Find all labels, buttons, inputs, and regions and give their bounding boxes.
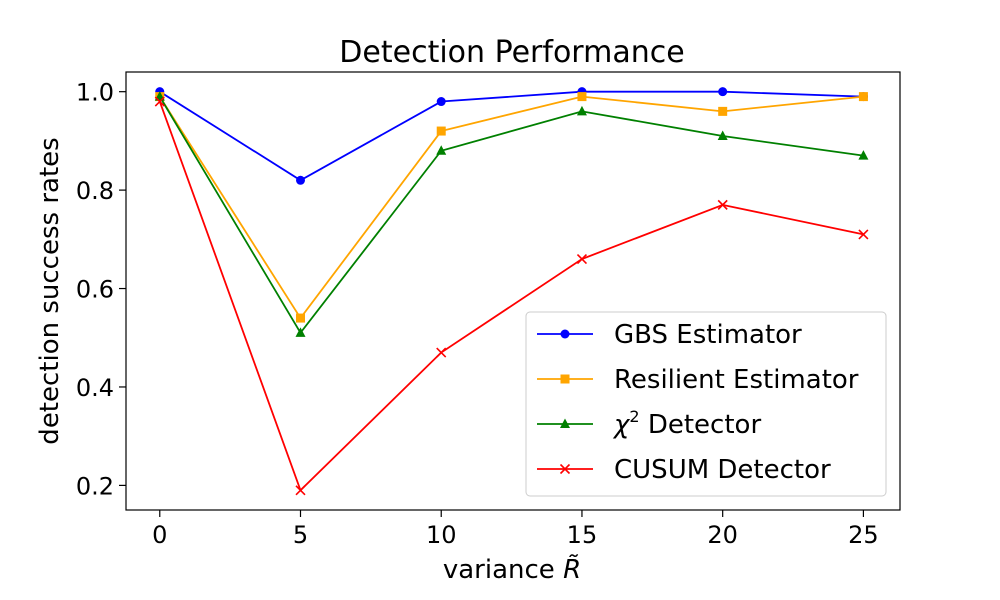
x-tick-label: 5: [293, 521, 308, 549]
data-point-1-4: [718, 106, 728, 116]
data-point-3-0-stroke-b: [154, 96, 165, 107]
data-point-3-2-stroke-b: [436, 347, 447, 358]
x-tick-label: 20: [707, 521, 738, 549]
y-tick-label: 0.2: [76, 472, 114, 500]
data-point-3-0: [154, 96, 165, 107]
series-line-2: [159, 96, 864, 335]
data-point-1-2: [436, 126, 446, 136]
y-tick-label: 0.8: [76, 177, 114, 205]
x-axis-ticks: 0 5 10 15 20 25: [152, 510, 879, 549]
x-axis-label-symbol: R̃: [563, 553, 581, 585]
data-point-2-5: [858, 150, 869, 160]
data-point-2-3: [576, 105, 587, 116]
data-point-3-5: [858, 229, 869, 240]
data-point-3-1: [295, 485, 306, 496]
data-point-2-1: [295, 327, 306, 337]
x-axis-label-text: variance: [443, 555, 555, 585]
series-2: [154, 91, 869, 337]
data-point-0-1: [296, 175, 306, 185]
data-point-3-5-stroke-b: [858, 229, 869, 240]
legend-label-2: χ2 Detector: [612, 407, 761, 440]
legend-label-0: GBS Estimator: [614, 320, 802, 350]
data-point-3-2: [436, 347, 447, 358]
data-point-3-3: [576, 253, 588, 265]
data-point-1-5: [858, 92, 868, 102]
x-tick-label: 10: [426, 521, 457, 549]
series-line-0: [159, 90, 864, 182]
x-tick-label: 25: [848, 521, 879, 549]
data-point-3-4: [717, 199, 728, 210]
legend-name-rest: Detector: [640, 410, 762, 440]
x-tick-label: 15: [567, 521, 598, 549]
data-point-3-4-stroke-b: [717, 199, 728, 210]
series-3: [154, 96, 869, 496]
legend-box: [525, 311, 887, 497]
axes-frame: [125, 71, 901, 511]
chart-title: Detection Performance: [339, 35, 684, 70]
plot-area: 0 5 10 15 20 25 0.2 0.4 0.6 0.8 1.0: [76, 71, 901, 549]
legend-label-1: Resilient Estimator: [614, 365, 859, 395]
data-point-1-1: [296, 313, 306, 323]
series-layer: [154, 87, 869, 496]
legend-marker-3: [559, 463, 571, 475]
legend: GBS Estimator Resilient Estimator χ2 Detec…: [525, 311, 887, 497]
legend-marker-0: [560, 329, 570, 339]
legend-marker-3-stroke-b: [559, 463, 571, 475]
legend-symbol: χ: [612, 410, 631, 440]
y-tick-label: 1.0: [76, 79, 114, 107]
data-point-0-2: [436, 97, 446, 107]
legend-marker-1: [560, 374, 570, 384]
y-axis-ticks: 0.2 0.4 0.6 0.8 1.0: [76, 79, 126, 500]
legend-item-1: Resilient Estimator: [537, 365, 859, 395]
series-0: [155, 87, 868, 185]
x-axis-label: variance R̃: [443, 553, 581, 585]
legend-items: GBS Estimator Resilient Estimator χ2 Detec…: [537, 320, 859, 485]
series-line-3: [158, 101, 864, 492]
legend-item-2: χ2 Detector: [537, 407, 761, 440]
data-point-3-3-stroke-b: [576, 253, 588, 265]
data-point-1-3: [577, 92, 587, 102]
x-tick-label: 0: [152, 521, 167, 549]
series-line-1: [159, 95, 864, 320]
data-point-2-4: [717, 130, 728, 140]
data-point-0-4: [718, 87, 728, 97]
legend-item-0: GBS Estimator: [537, 320, 802, 350]
y-tick-label: 0.4: [76, 374, 114, 402]
data-point-3-1-stroke-b: [295, 485, 306, 496]
y-axis-label: detection success rates: [35, 137, 65, 444]
legend-marker-2: [560, 418, 570, 428]
series-1: [155, 92, 868, 323]
legend-superscript: 2: [629, 407, 639, 426]
legend-item-3: CUSUM Detector: [537, 455, 831, 485]
y-tick-label: 0.6: [76, 276, 114, 304]
legend-label-3: CUSUM Detector: [614, 455, 831, 485]
data-point-2-2: [436, 145, 447, 155]
